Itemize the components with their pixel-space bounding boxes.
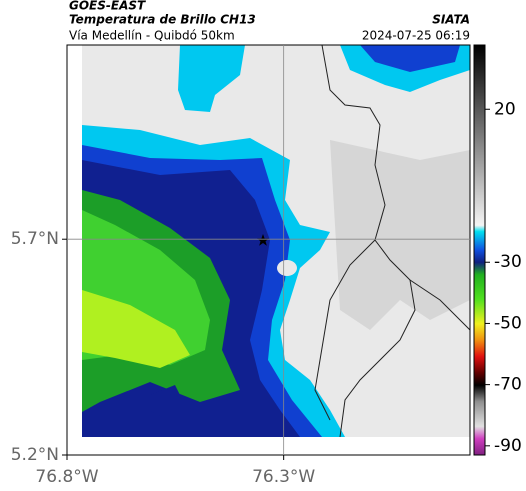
colorbar-tick-label: -50 [494, 313, 522, 333]
subtitle: Temperatura de Brillo CH13 [69, 13, 256, 27]
x-tick-label: 76.8°W [35, 467, 98, 487]
y-tick-label: 5.2°N [11, 445, 59, 465]
colorbar-tick-label: -70 [494, 375, 522, 395]
colorbar-tick-label: -30 [494, 252, 522, 272]
timestamp: 2024-07-25 06:19 [362, 29, 470, 43]
colorbar [473, 44, 486, 456]
colorbar-tick-label: -90 [494, 436, 522, 456]
source: SIATA [432, 13, 470, 27]
site-marker [257, 234, 269, 246]
x-tick-label: 76.3°W [252, 467, 315, 487]
title: GOES-EAST [69, 0, 146, 13]
region: Vía Medellín - Quibdó 50km [69, 29, 235, 43]
imagery [82, 45, 470, 437]
colorbar-tick-label: 20 [494, 99, 516, 119]
map-frame [66, 44, 471, 456]
y-tick-label: 5.7°N [11, 229, 59, 249]
